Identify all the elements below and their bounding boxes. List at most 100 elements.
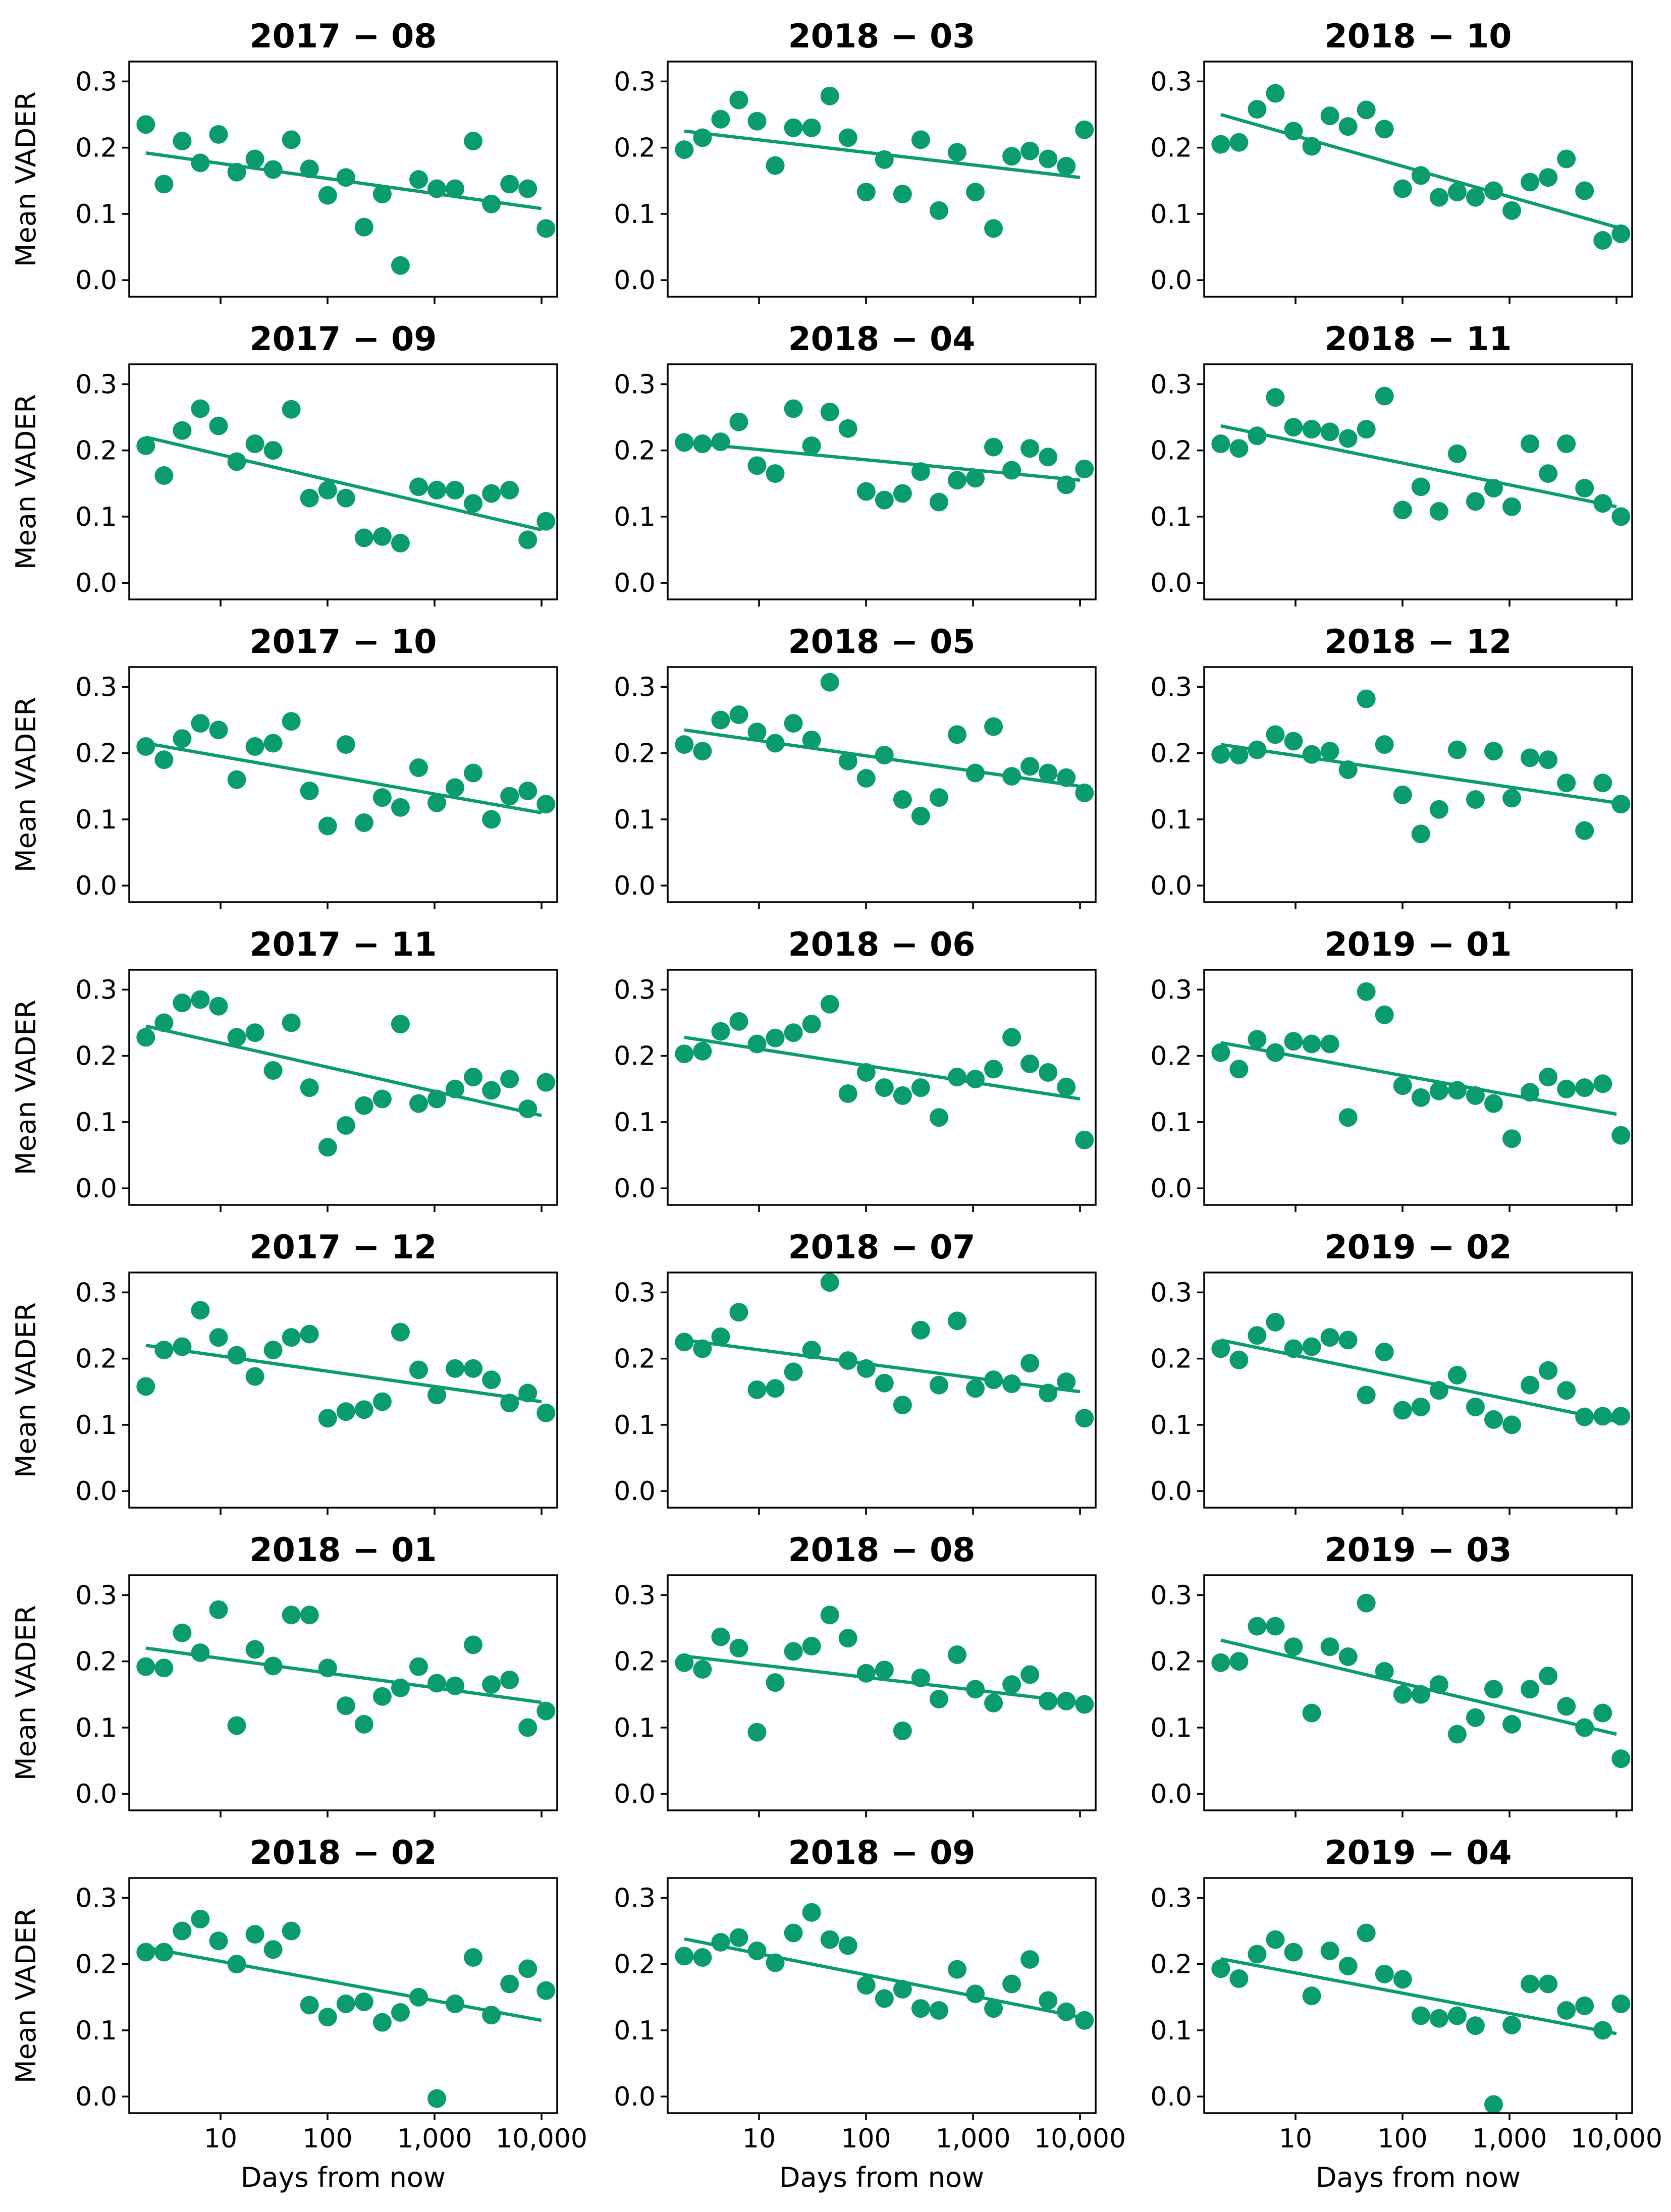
data-point xyxy=(1502,201,1522,220)
data-point xyxy=(209,1931,228,1951)
data-point xyxy=(1002,1974,1021,1994)
data-point xyxy=(1521,1680,1540,1699)
data-point xyxy=(1020,1354,1040,1373)
data-point xyxy=(209,125,228,144)
data-point xyxy=(1611,1126,1631,1145)
subplot-title: 2017 − 12 xyxy=(249,1229,437,1266)
y-tick-label: 0.2 xyxy=(75,1647,117,1677)
data-point xyxy=(1429,1381,1448,1400)
data-point xyxy=(747,1941,767,1960)
subplot: 2018 − 12 0.0 0.1 0.2 0.3 xyxy=(1150,623,1633,909)
data-point xyxy=(1375,386,1394,406)
data-point xyxy=(336,1116,355,1135)
data-point xyxy=(1211,1959,1230,1978)
data-point xyxy=(391,1015,410,1034)
data-point xyxy=(1575,821,1594,840)
data-point xyxy=(1057,475,1076,494)
data-point xyxy=(1302,1034,1321,1054)
data-point xyxy=(875,150,894,169)
data-point xyxy=(372,1089,392,1109)
data-point xyxy=(1484,181,1503,200)
data-point xyxy=(1338,1957,1358,1976)
data-point xyxy=(154,1341,174,1360)
y-tick-label: 0.0 xyxy=(75,1174,117,1204)
y-tick-label: 0.2 xyxy=(1150,1344,1192,1374)
subplot: 2017 − 10 0.0 0.1 0.2 0.3 Mean VADER xyxy=(10,623,558,909)
data-point xyxy=(409,1360,428,1379)
data-point xyxy=(1575,1407,1594,1426)
data-point xyxy=(1338,1647,1358,1666)
plot-frame xyxy=(1203,1271,1633,1509)
y-tick-label: 0.1 xyxy=(1150,199,1192,230)
data-point xyxy=(856,1664,876,1683)
data-point xyxy=(693,434,712,454)
data-point xyxy=(893,1980,912,1999)
data-point xyxy=(711,1327,730,1346)
data-point xyxy=(263,1656,283,1676)
data-point xyxy=(1020,757,1040,776)
data-point xyxy=(1248,100,1267,119)
y-tick-label: 0.2 xyxy=(1150,1950,1192,1980)
data-point xyxy=(1393,179,1412,198)
y-tick-label: 0.0 xyxy=(75,265,117,296)
data-point xyxy=(482,1081,501,1100)
y-tick-label: 0.3 xyxy=(75,1278,117,1308)
data-point xyxy=(838,1351,857,1370)
data-point xyxy=(1484,742,1503,761)
data-point xyxy=(1075,120,1094,139)
data-point xyxy=(464,1948,483,1967)
data-point xyxy=(838,419,857,438)
data-point xyxy=(729,90,748,109)
data-point xyxy=(446,1359,465,1378)
data-point xyxy=(984,437,1003,457)
data-point xyxy=(947,143,966,162)
data-point xyxy=(1057,1691,1076,1710)
data-point xyxy=(1521,1083,1540,1102)
data-point xyxy=(1002,1028,1021,1047)
data-point xyxy=(427,2089,447,2108)
data-point xyxy=(875,746,894,765)
y-tick-label: 0.2 xyxy=(1150,1647,1192,1677)
data-point xyxy=(1557,149,1576,169)
data-point xyxy=(693,1041,712,1061)
data-point xyxy=(227,770,246,789)
data-point xyxy=(1320,1034,1339,1054)
data-point xyxy=(1075,1130,1094,1149)
data-point xyxy=(1284,122,1303,141)
data-point xyxy=(464,763,483,783)
data-point xyxy=(947,1311,966,1331)
data-point xyxy=(875,1078,894,1097)
y-tick-label: 0.2 xyxy=(1150,436,1192,466)
y-tick-label: 0.1 xyxy=(614,1713,656,1743)
data-point xyxy=(1411,1397,1430,1416)
data-point xyxy=(984,1693,1003,1712)
data-point xyxy=(966,1680,985,1699)
data-point xyxy=(1393,785,1412,804)
data-point xyxy=(1539,750,1558,769)
x-tick-label: 10,000 xyxy=(496,2124,587,2154)
data-point xyxy=(1020,141,1040,160)
data-point xyxy=(820,673,839,692)
data-point xyxy=(1484,2095,1503,2114)
y-axis-label: Mean VADER xyxy=(10,697,42,872)
data-point xyxy=(154,1658,174,1678)
data-point xyxy=(729,1303,748,1322)
subplot: 2017 − 08 0.0 0.1 0.2 0.3 Mean VADER xyxy=(10,18,558,304)
data-point xyxy=(1248,1326,1267,1345)
data-point xyxy=(929,492,948,512)
data-point xyxy=(1575,1718,1594,1737)
data-point xyxy=(802,436,821,455)
data-point xyxy=(536,1073,556,1092)
data-point xyxy=(1039,149,1058,169)
data-point xyxy=(391,256,410,275)
data-point xyxy=(136,436,155,455)
data-point xyxy=(1266,1043,1285,1062)
subplot-title: 2018 − 02 xyxy=(249,1834,437,1872)
data-point xyxy=(1357,1923,1376,1943)
data-point xyxy=(173,1337,192,1356)
data-point xyxy=(693,1339,712,1358)
subplot: 2018 − 02 0.0 0.1 0.2 0.3 10 100 1,000 10,000 Mea… xyxy=(10,1834,587,2193)
plot-frame xyxy=(128,1574,558,1811)
data-point xyxy=(1039,1991,1058,2010)
data-point xyxy=(191,153,210,173)
